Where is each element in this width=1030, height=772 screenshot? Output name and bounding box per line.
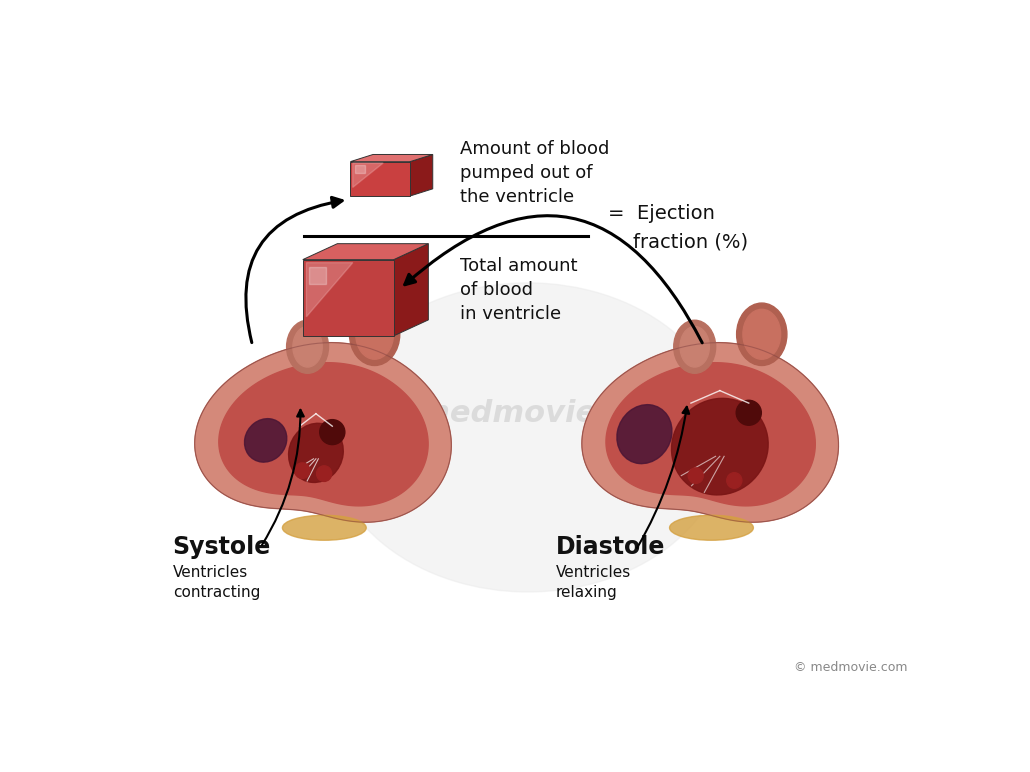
Ellipse shape: [672, 398, 768, 495]
Polygon shape: [306, 262, 353, 317]
Ellipse shape: [349, 303, 400, 365]
Ellipse shape: [295, 463, 310, 479]
Text: Amount of blood
pumped out of
the ventricle: Amount of blood pumped out of the ventri…: [460, 140, 610, 206]
Ellipse shape: [288, 423, 343, 482]
Ellipse shape: [680, 327, 710, 367]
Polygon shape: [393, 244, 428, 336]
Polygon shape: [410, 154, 433, 196]
Polygon shape: [303, 259, 393, 336]
Polygon shape: [218, 363, 428, 506]
Ellipse shape: [688, 468, 703, 483]
Ellipse shape: [319, 420, 345, 445]
Ellipse shape: [286, 320, 329, 374]
Ellipse shape: [617, 405, 672, 464]
Text: © medmovie.com: © medmovie.com: [377, 399, 679, 428]
Ellipse shape: [244, 418, 286, 462]
Text: =  Ejection
    fraction (%): = Ejection fraction (%): [608, 204, 748, 251]
Ellipse shape: [736, 401, 761, 425]
Ellipse shape: [355, 310, 393, 359]
Ellipse shape: [736, 303, 787, 365]
Ellipse shape: [674, 320, 716, 374]
Polygon shape: [195, 343, 451, 522]
Polygon shape: [350, 154, 433, 161]
Ellipse shape: [329, 283, 727, 592]
Polygon shape: [350, 161, 410, 196]
Polygon shape: [582, 343, 838, 522]
Polygon shape: [354, 165, 366, 173]
Ellipse shape: [727, 472, 742, 489]
Ellipse shape: [282, 515, 367, 540]
Ellipse shape: [743, 310, 781, 359]
Polygon shape: [352, 163, 383, 188]
Text: Total amount
of blood
in ventricle: Total amount of blood in ventricle: [460, 257, 578, 323]
Polygon shape: [303, 244, 428, 259]
Ellipse shape: [316, 466, 332, 482]
Polygon shape: [606, 363, 816, 506]
Text: © medmovie.com: © medmovie.com: [793, 661, 907, 674]
Text: Ventricles
contracting: Ventricles contracting: [173, 565, 260, 600]
Ellipse shape: [293, 327, 322, 367]
Text: Systole: Systole: [173, 536, 271, 560]
Text: Ventricles
relaxing: Ventricles relaxing: [556, 565, 631, 600]
Text: Diastole: Diastole: [556, 536, 665, 560]
Ellipse shape: [670, 515, 753, 540]
Polygon shape: [309, 267, 325, 284]
